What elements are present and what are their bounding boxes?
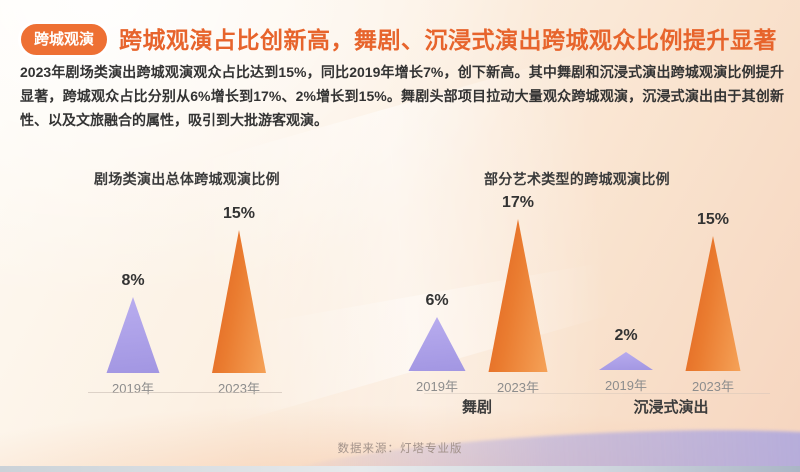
triangle-bar-overall-2019: 8% 2019年 — [106, 272, 160, 396]
bar-year-label: 2023年 — [692, 379, 734, 394]
triangle-shape-orange — [488, 219, 548, 372]
group-label-dance: 舞剧 — [461, 399, 493, 416]
triangle-shape-purple — [408, 317, 466, 371]
triangle-bar-dance-2019: 6% 2019年 — [408, 292, 466, 394]
triangle-bar-dance-2023: 17% 2023年 — [488, 194, 548, 395]
bar-value-label: 17% — [501, 194, 535, 211]
section-badge: 跨城观演 — [18, 21, 111, 58]
bar-value-label: 15% — [696, 211, 730, 228]
chart-title-overall: 剧场类演出总体跨城观演比例 — [94, 171, 280, 187]
bar-year-label: 2019年 — [605, 378, 647, 393]
bar-year-label: 2023年 — [218, 381, 260, 396]
bar-value-label: 6% — [425, 292, 449, 309]
triangle-shape-orange — [685, 236, 741, 371]
bar-value-label: 2% — [614, 327, 638, 344]
triangle-shape-orange — [212, 230, 266, 373]
bar-year-label: 2019年 — [112, 381, 154, 396]
left-chart-baseline — [88, 392, 282, 393]
triangle-bar-immersive-2019: 2% 2019年 — [599, 327, 653, 393]
bar-value-label: 15% — [222, 205, 256, 222]
page-title: 跨城观演占比创新高，舞剧、沉浸式演出跨城观众比例提升显著 — [119, 27, 777, 53]
chart-title-art-types: 部分艺术类型的跨城观演比例 — [484, 171, 670, 187]
bottom-edge-strip — [0, 466, 800, 472]
group-label-immersive: 沉浸式演出 — [633, 399, 709, 416]
triangle-shape-purple — [599, 352, 653, 370]
triangle-bar-immersive-2023: 15% 2023年 — [685, 211, 741, 394]
right-chart-baseline — [424, 393, 770, 394]
triangle-bar-overall-2023: 15% 2023年 — [212, 205, 266, 396]
bar-year-label: 2023年 — [497, 380, 539, 395]
triangle-shape-purple — [106, 297, 160, 373]
bar-value-label: 8% — [121, 272, 145, 289]
data-source-note: 数据来源：灯塔专业版 — [337, 443, 463, 455]
summary-paragraph: 2023年剧场类演出跨城观演观众占比达到15%，同比2019年增长7%，创下新高… — [20, 64, 784, 128]
bar-year-label: 2019年 — [416, 379, 458, 394]
